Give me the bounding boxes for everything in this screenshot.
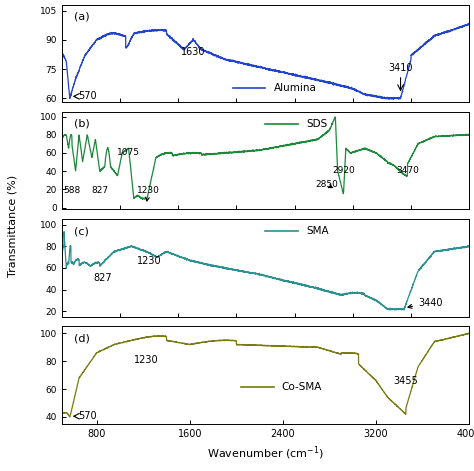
Text: 3470: 3470 xyxy=(396,166,419,175)
Text: 3410: 3410 xyxy=(388,63,413,73)
Text: (d): (d) xyxy=(74,333,90,343)
Text: 2920: 2920 xyxy=(332,166,355,175)
Text: 570: 570 xyxy=(79,411,97,421)
Text: 1230: 1230 xyxy=(137,256,161,266)
Text: 1230: 1230 xyxy=(134,356,159,365)
Text: 3455: 3455 xyxy=(393,376,418,386)
Text: Alumina: Alumina xyxy=(273,82,317,93)
Text: SMA: SMA xyxy=(306,226,329,236)
Text: Transmittance (%): Transmittance (%) xyxy=(7,175,17,277)
Text: (b): (b) xyxy=(74,119,90,129)
Text: Co-SMA: Co-SMA xyxy=(282,382,322,392)
Text: (c): (c) xyxy=(74,226,89,236)
Text: 827: 827 xyxy=(91,186,108,195)
Text: 3440: 3440 xyxy=(408,298,443,309)
Text: 2850: 2850 xyxy=(316,180,338,189)
X-axis label: Wavenumber (cm$^{-1}$): Wavenumber (cm$^{-1}$) xyxy=(207,444,324,462)
Text: 588: 588 xyxy=(63,186,81,195)
Text: 570: 570 xyxy=(79,91,97,101)
Text: 1630: 1630 xyxy=(181,48,206,57)
Text: 827: 827 xyxy=(94,273,112,284)
Text: SDS: SDS xyxy=(306,119,328,129)
Text: 1075: 1075 xyxy=(117,148,140,157)
Text: 1230: 1230 xyxy=(137,186,160,201)
Text: (a): (a) xyxy=(74,11,90,22)
